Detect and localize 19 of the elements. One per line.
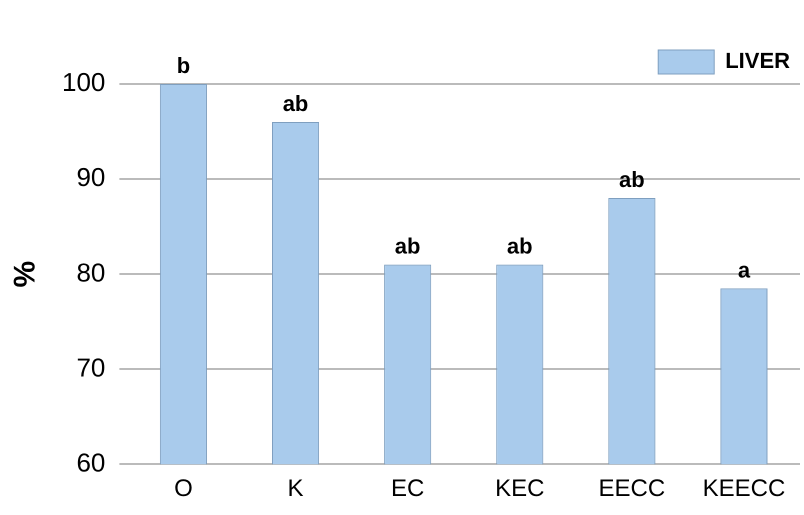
x-tick-label: KEC: [495, 475, 544, 502]
x-tick-label: O: [174, 475, 193, 502]
annotation: ab: [506, 234, 533, 259]
y-tick-label: 80: [76, 257, 106, 288]
legend-label: LIVER: [725, 48, 790, 74]
annotation: b: [176, 53, 190, 78]
y-tick-label: 100: [62, 67, 106, 98]
y-tick-label: 70: [76, 352, 106, 382]
annotation: a: [738, 257, 751, 282]
annotation: ab: [282, 91, 308, 116]
y-axis-title: %: [8, 260, 42, 288]
x-tick-label: EECC: [598, 475, 666, 502]
y-tick-label: 90: [76, 162, 106, 192]
annotation: ab: [619, 167, 645, 192]
x-tick-label: EC: [390, 475, 424, 502]
x-tick-label: KEECC: [702, 475, 786, 502]
x-tick-label: K: [288, 475, 304, 502]
y-tick-label: 60: [76, 447, 106, 478]
annotation: ab: [394, 234, 420, 259]
